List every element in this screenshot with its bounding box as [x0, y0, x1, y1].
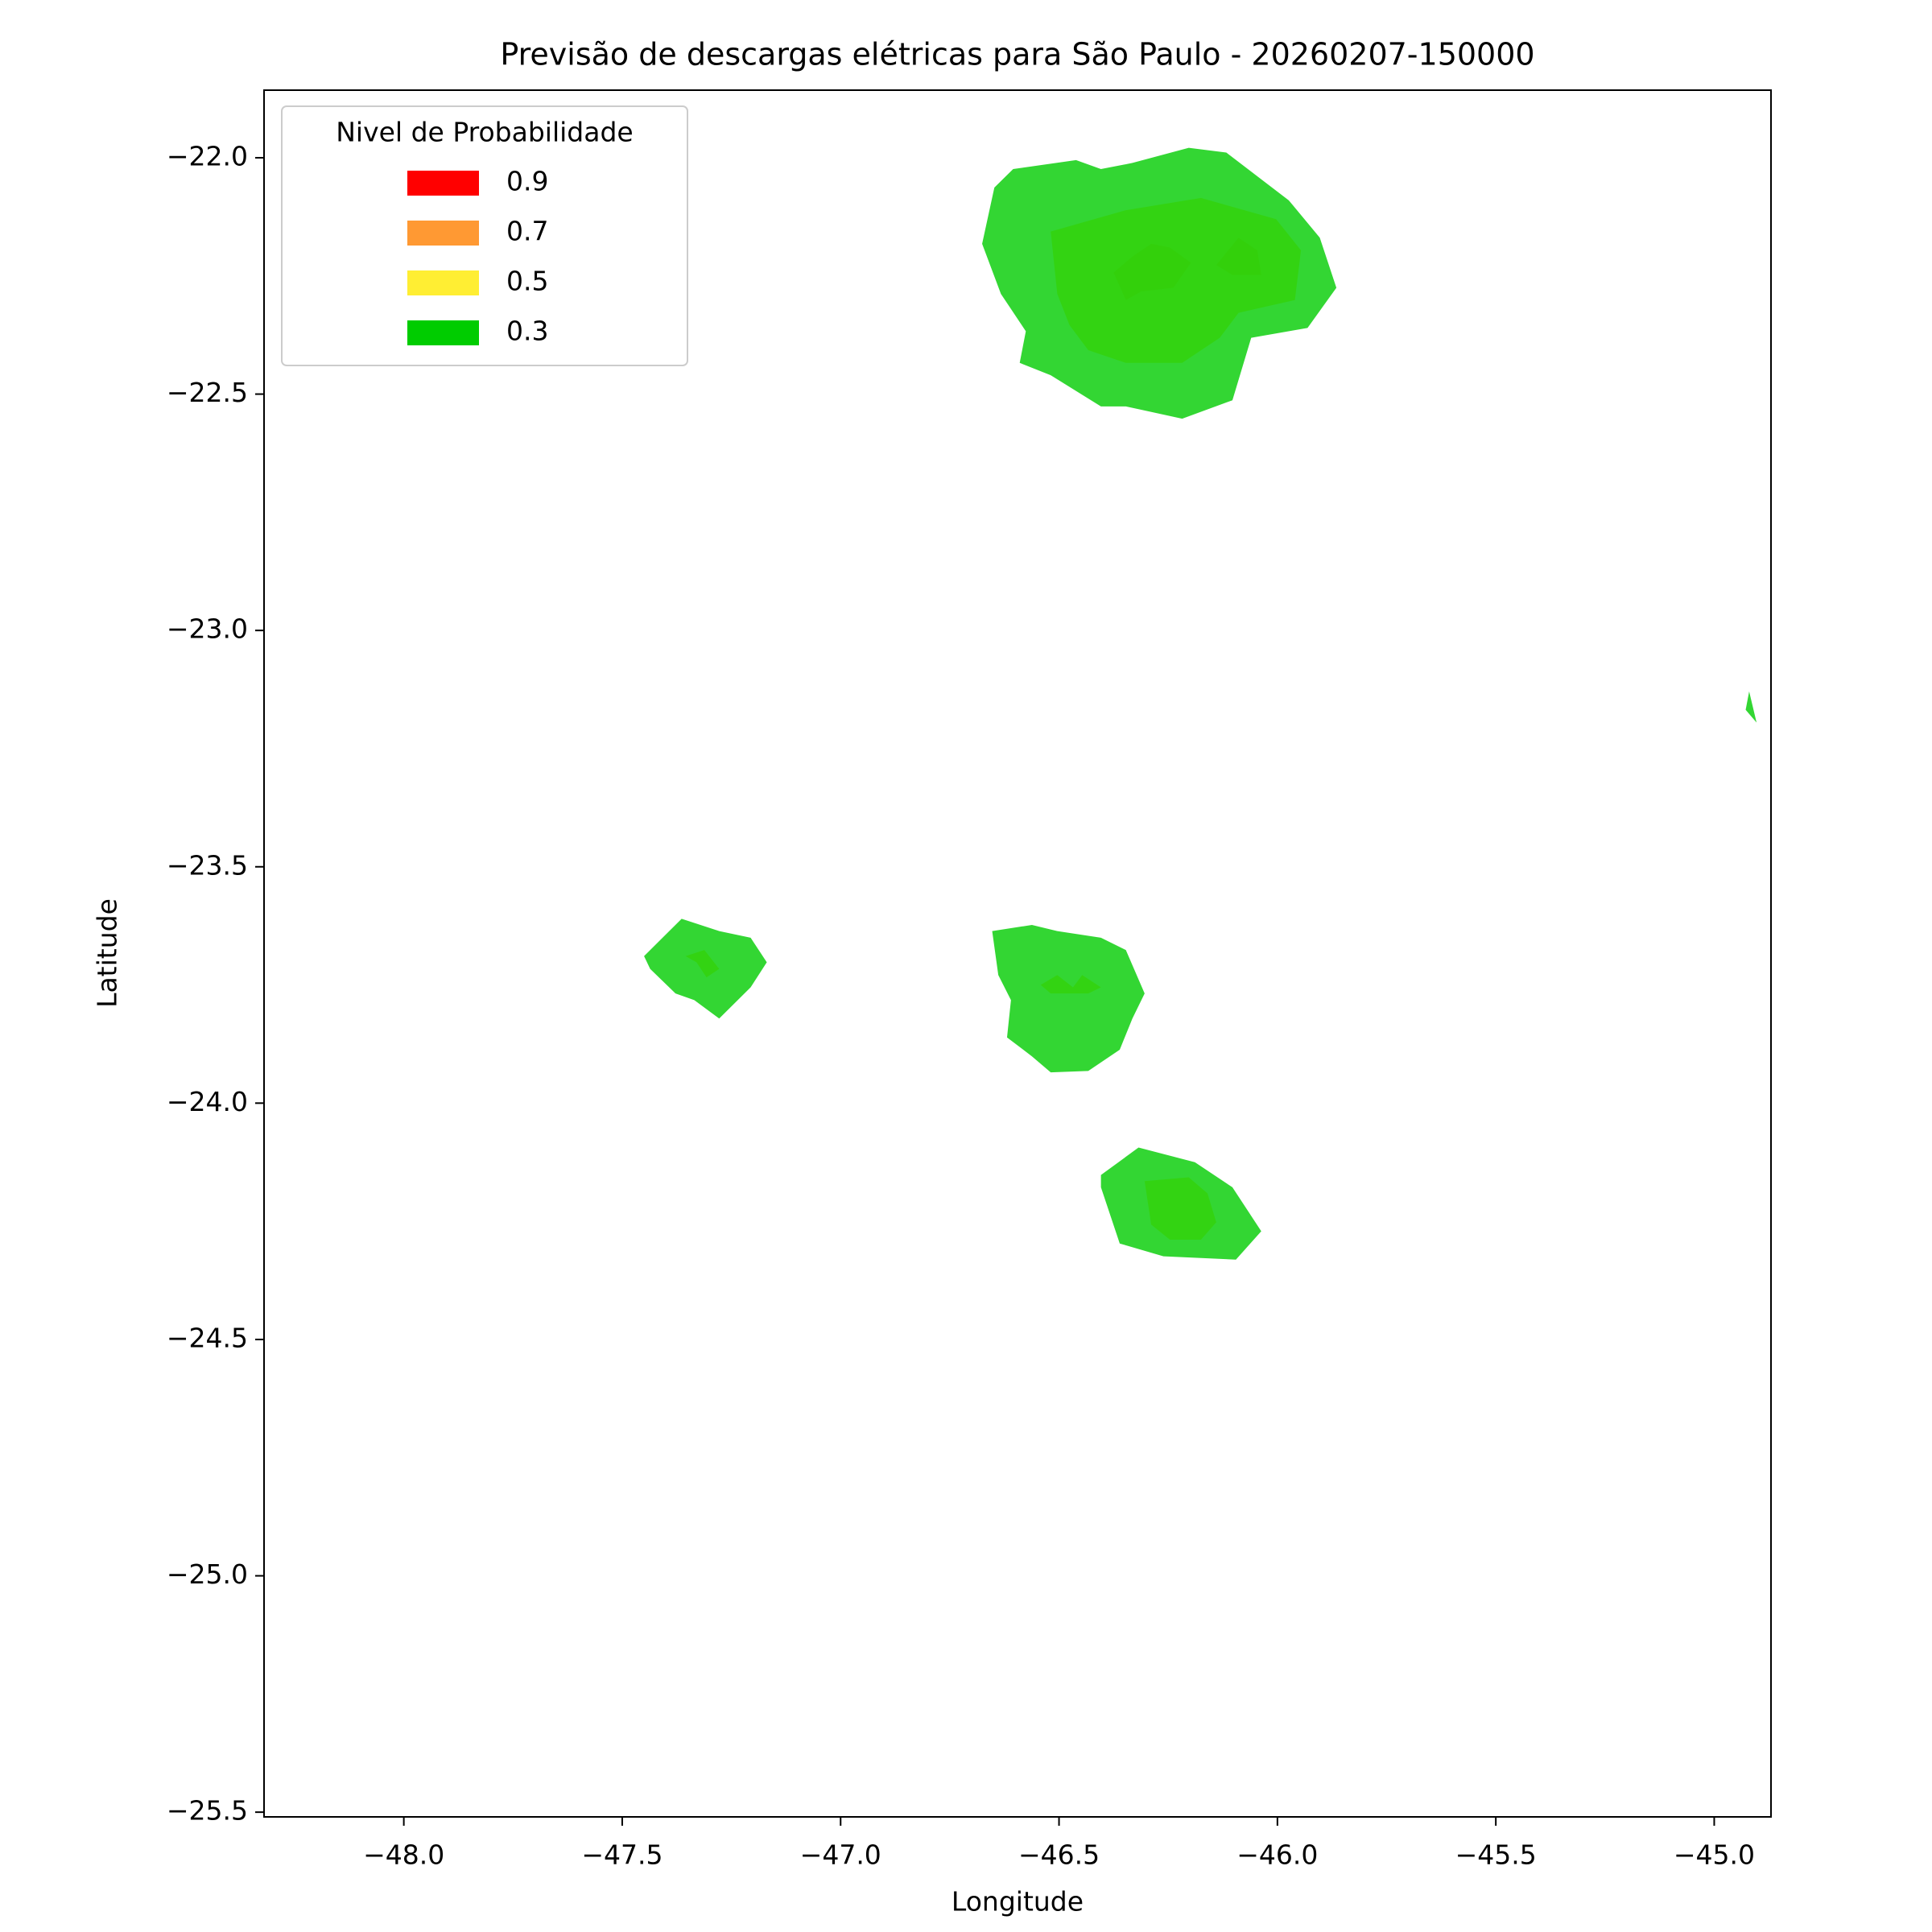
legend-label: 0.7 [506, 216, 548, 247]
legend-swatch [407, 320, 479, 345]
y-tick-label: −24.5 [167, 1322, 248, 1353]
y-tick-label: −24.0 [167, 1086, 248, 1117]
y-tick-label: −22.5 [167, 377, 248, 408]
legend-swatch [407, 171, 479, 196]
legend-title: Nivel de Probabilidade [336, 117, 633, 148]
y-tick-label: −25.5 [167, 1795, 248, 1827]
x-tick-label: −45.5 [1455, 1839, 1537, 1871]
plot-frame [263, 89, 1772, 1818]
contour-region [644, 919, 767, 1019]
contour-region [982, 147, 1337, 419]
y-tick-label: −25.0 [167, 1558, 248, 1590]
contour-region [992, 924, 1145, 1073]
x-tick-label: −48.0 [363, 1839, 444, 1871]
legend-label: 0.3 [506, 316, 548, 347]
legend-swatch [407, 270, 479, 295]
legend-label: 0.5 [506, 266, 548, 297]
x-tick-label: −46.0 [1236, 1839, 1318, 1871]
x-tick-label: −47.0 [800, 1839, 881, 1871]
y-tick-label: −23.0 [167, 613, 248, 645]
y-axis-label: Latitude [92, 898, 123, 1008]
y-tick-label: −22.0 [167, 140, 248, 171]
x-tick-label: −46.5 [1018, 1839, 1100, 1871]
legend-swatch [407, 221, 479, 246]
x-axis-label: Longitude [952, 1886, 1084, 1918]
contour-region [1745, 691, 1757, 723]
chart-title: Previsão de descargas elétricas para São… [500, 37, 1534, 72]
y-tick-label: −23.5 [167, 849, 248, 881]
legend-label: 0.9 [506, 166, 548, 197]
x-tick-label: −47.5 [581, 1839, 663, 1871]
x-tick-label: −45.0 [1674, 1839, 1755, 1871]
legend-box [281, 105, 688, 366]
contour-region [1100, 1147, 1261, 1260]
